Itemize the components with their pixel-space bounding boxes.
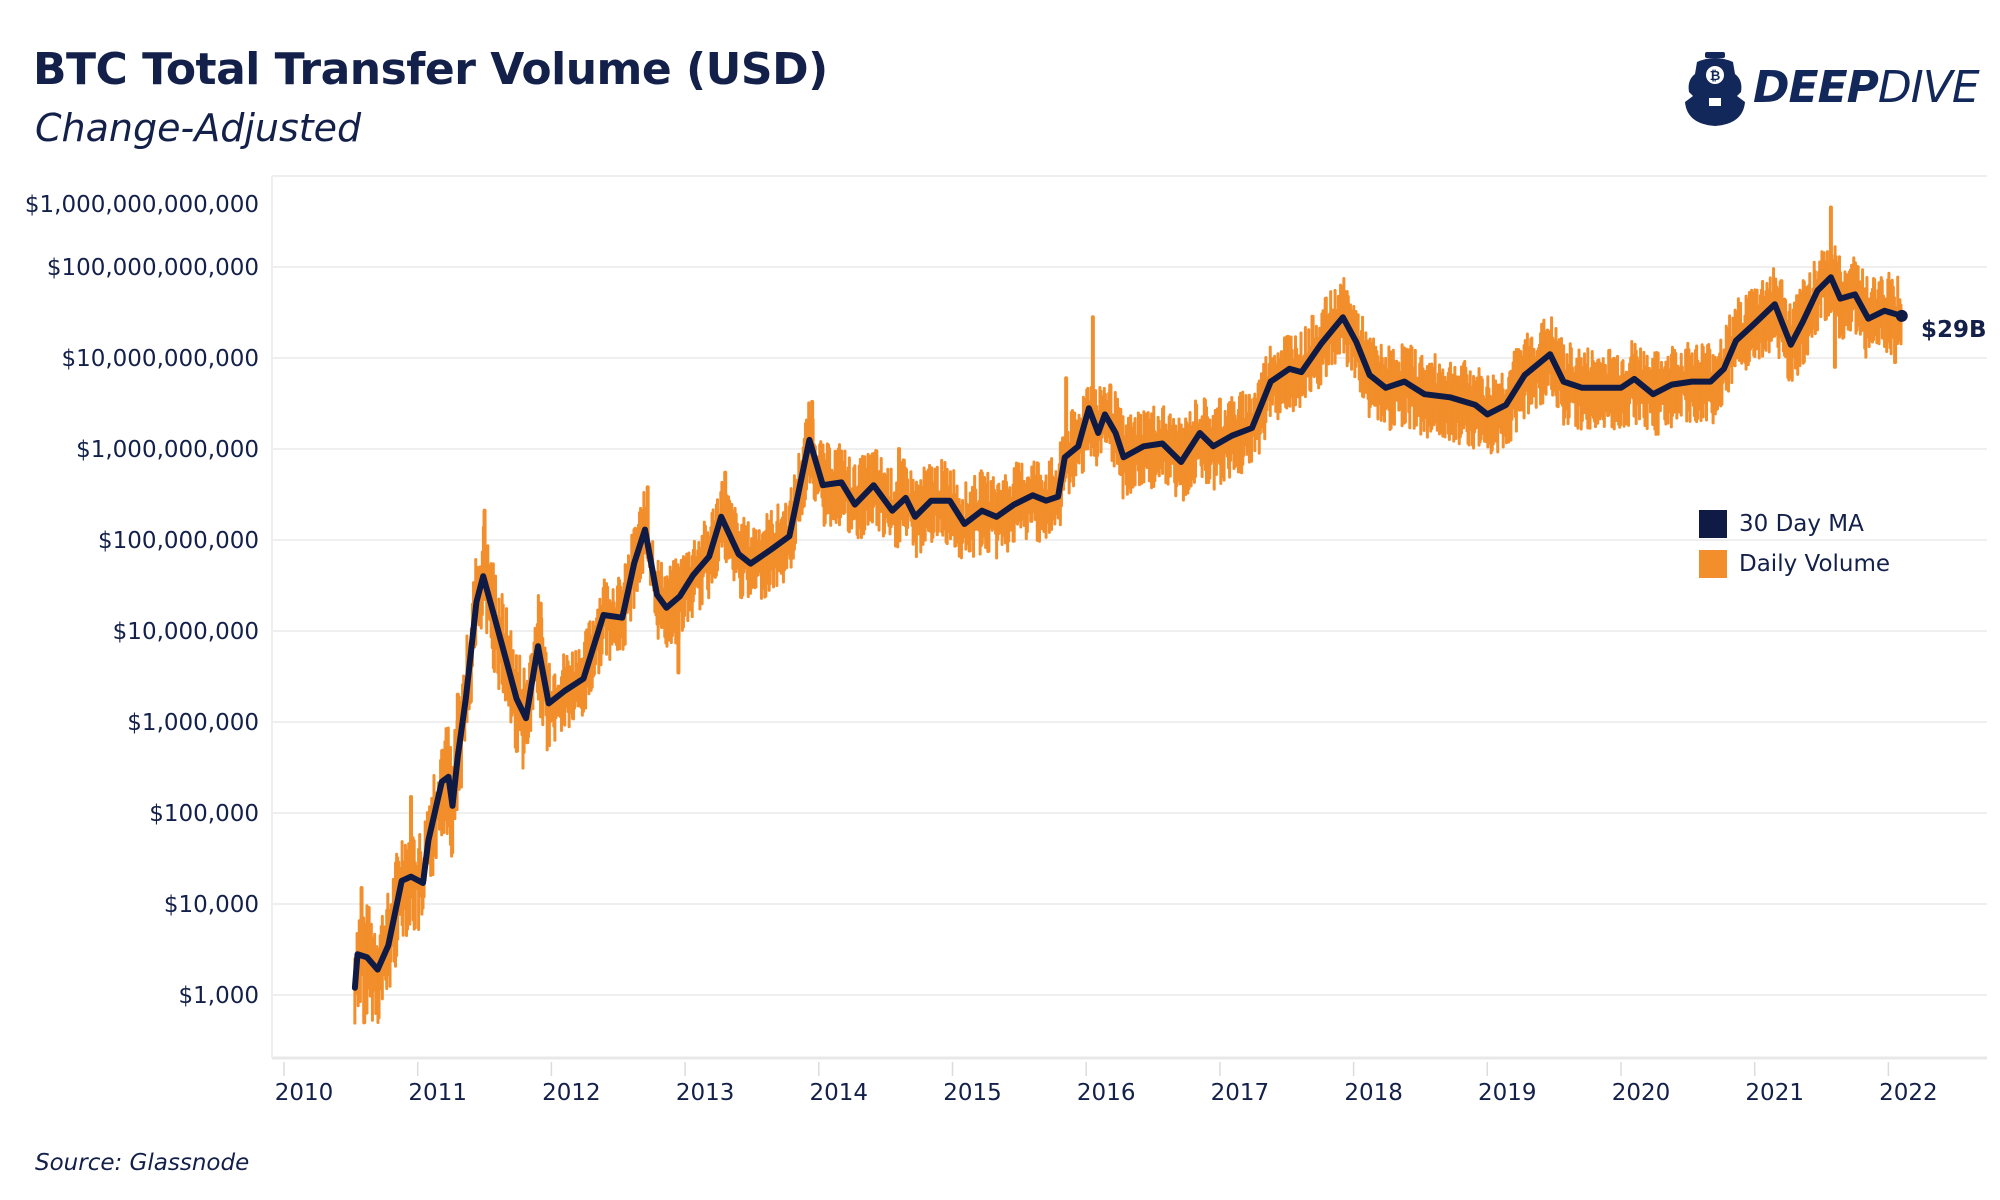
x-tick-label: 2017 (1211, 1080, 1270, 1106)
logo-wordmark: DEEPDIVE (1753, 62, 1980, 113)
x-tick-label: 2012 (542, 1080, 601, 1106)
y-tick-label: $10,000,000 (113, 619, 259, 645)
legend-item-daily[interactable]: Daily Volume (1699, 544, 1890, 584)
x-tick-label: 2018 (1344, 1080, 1403, 1106)
x-tick-label: 2022 (1879, 1080, 1938, 1106)
y-tick-label: $1,000,000 (127, 710, 259, 736)
ma-line (351, 274, 1905, 991)
x-tick-label: 2015 (943, 1080, 1002, 1106)
y-tick-label: $10,000 (164, 892, 259, 918)
ma-end-marker (1895, 309, 1908, 322)
y-tick-label: $1,000,000,000 (76, 437, 259, 463)
y-tick-label: $10,000,000,000 (61, 346, 259, 372)
chart-title: BTC Total Transfer Volume (USD) (33, 44, 828, 95)
legend-label: 30 Day MA (1739, 511, 1864, 537)
y-tick-label: $100,000,000 (98, 528, 259, 554)
chart-subtitle: Change-Adjusted (35, 106, 362, 150)
svg-text:₿: ₿ (1710, 69, 1721, 84)
daily-volume-series (353, 205, 1903, 1025)
y-tick-label: $1,000,000,000,000 (25, 192, 259, 218)
legend-swatch-ma (1699, 510, 1727, 538)
x-tick-label: 2016 (1077, 1080, 1136, 1106)
x-axis: 2010 2011 2012 2013 2014 2015 2016 2017 2018 2019… (275, 1062, 1938, 1106)
x-tick-label: 2014 (810, 1080, 869, 1106)
x-tick-label: 2010 (275, 1080, 334, 1106)
gridlines (271, 175, 1987, 1060)
x-tick-label: 2019 (1478, 1080, 1537, 1106)
legend: 30 Day MA Daily Volume (1699, 504, 1890, 584)
ma-series (351, 274, 1908, 991)
y-tick-label: $100,000 (149, 801, 259, 827)
diving-helmet-bitcoin-icon: ₿ (1685, 52, 1745, 126)
legend-item-ma[interactable]: 30 Day MA (1699, 504, 1890, 544)
deepdive-logo: ₿ DEEPDIVE (1683, 52, 1983, 128)
source-note: Source: Glassnode (35, 1150, 250, 1176)
x-tick-label: 2020 (1612, 1080, 1671, 1106)
y-tick-label: $100,000,000,000 (47, 255, 259, 281)
last-value-label: $29B (1921, 317, 1987, 343)
legend-label: Daily Volume (1739, 551, 1891, 577)
x-tick-label: 2013 (676, 1080, 735, 1106)
y-axis-labels: $1,000,000,000,000 $100,000,000,000 $10,00… (25, 192, 259, 1009)
x-tick-label: 2011 (408, 1080, 467, 1106)
legend-swatch-daily (1699, 550, 1727, 578)
x-tick-label: 2021 (1745, 1080, 1804, 1106)
y-tick-label: $1,000 (179, 983, 259, 1009)
